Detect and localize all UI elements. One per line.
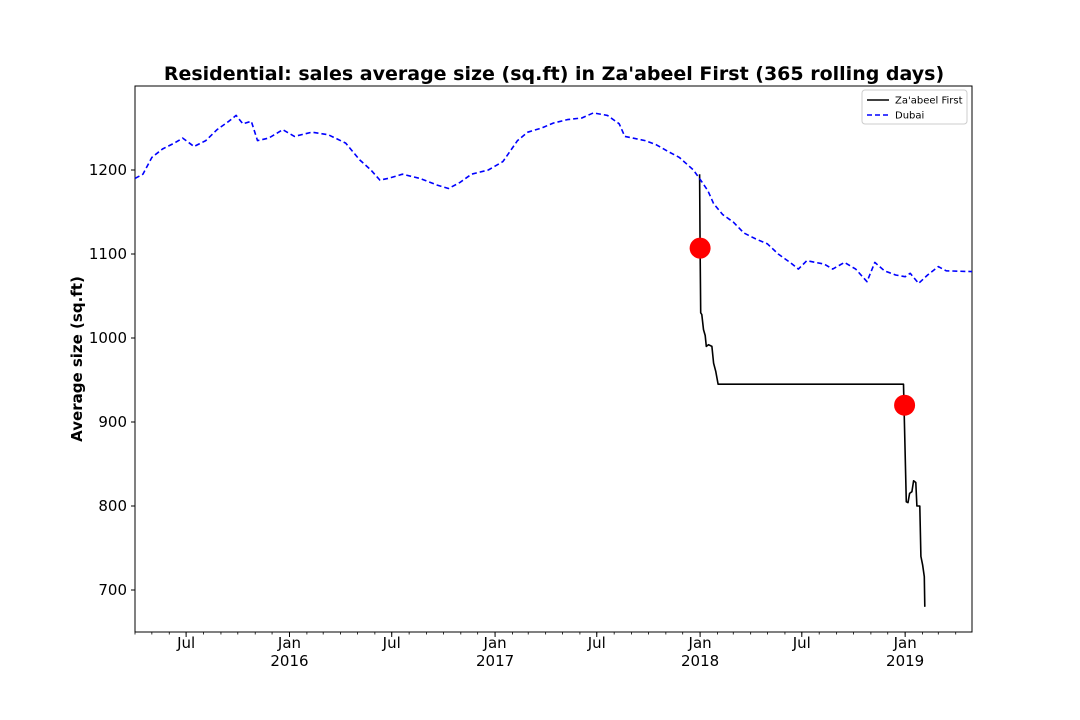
x-tick-label: Jul [382, 634, 401, 652]
x-tick-year-label: 2017 [476, 652, 514, 670]
y-tick-label: 800 [98, 497, 127, 515]
legend-label-zaabeel: Za'abeel First [895, 96, 963, 107]
series-group [134, 112, 973, 607]
marker-group [689, 237, 916, 416]
x-tick-year-label: 2019 [886, 652, 924, 670]
x-tick-year-label: 2016 [270, 652, 308, 670]
x-tick-label: Jan [277, 634, 301, 652]
legend-box [861, 89, 968, 125]
y-tick-label: 1200 [89, 161, 127, 179]
plot-area [134, 85, 973, 633]
highlight-marker [894, 394, 916, 416]
series-line-zaabeel [698, 174, 926, 607]
x-tick-label: Jan [688, 634, 712, 652]
y-tick-label: 1000 [89, 329, 127, 347]
x-tick-label: Jul [587, 634, 606, 652]
highlight-marker [689, 237, 711, 259]
x-tick-label: Jan [483, 634, 507, 652]
y-axis-label: Average size (sq.ft) [68, 276, 86, 442]
legend: Za'abeel First Dubai [861, 89, 968, 125]
y-tick-label: 1100 [89, 245, 127, 263]
x-tick-label: Jan [893, 634, 917, 652]
chart-title: Residential: sales average size (sq.ft) … [164, 63, 944, 85]
x-tick-year-label: 2018 [681, 652, 719, 670]
plot-frame [134, 85, 973, 633]
x-tick-label: Jul [176, 634, 195, 652]
series-line-dubai [134, 112, 973, 285]
y-tick-label: 700 [98, 581, 127, 599]
y-tick-label: 900 [98, 413, 127, 431]
x-tick-label: Jul [792, 634, 811, 652]
legend-label-dubai: Dubai [895, 111, 924, 122]
